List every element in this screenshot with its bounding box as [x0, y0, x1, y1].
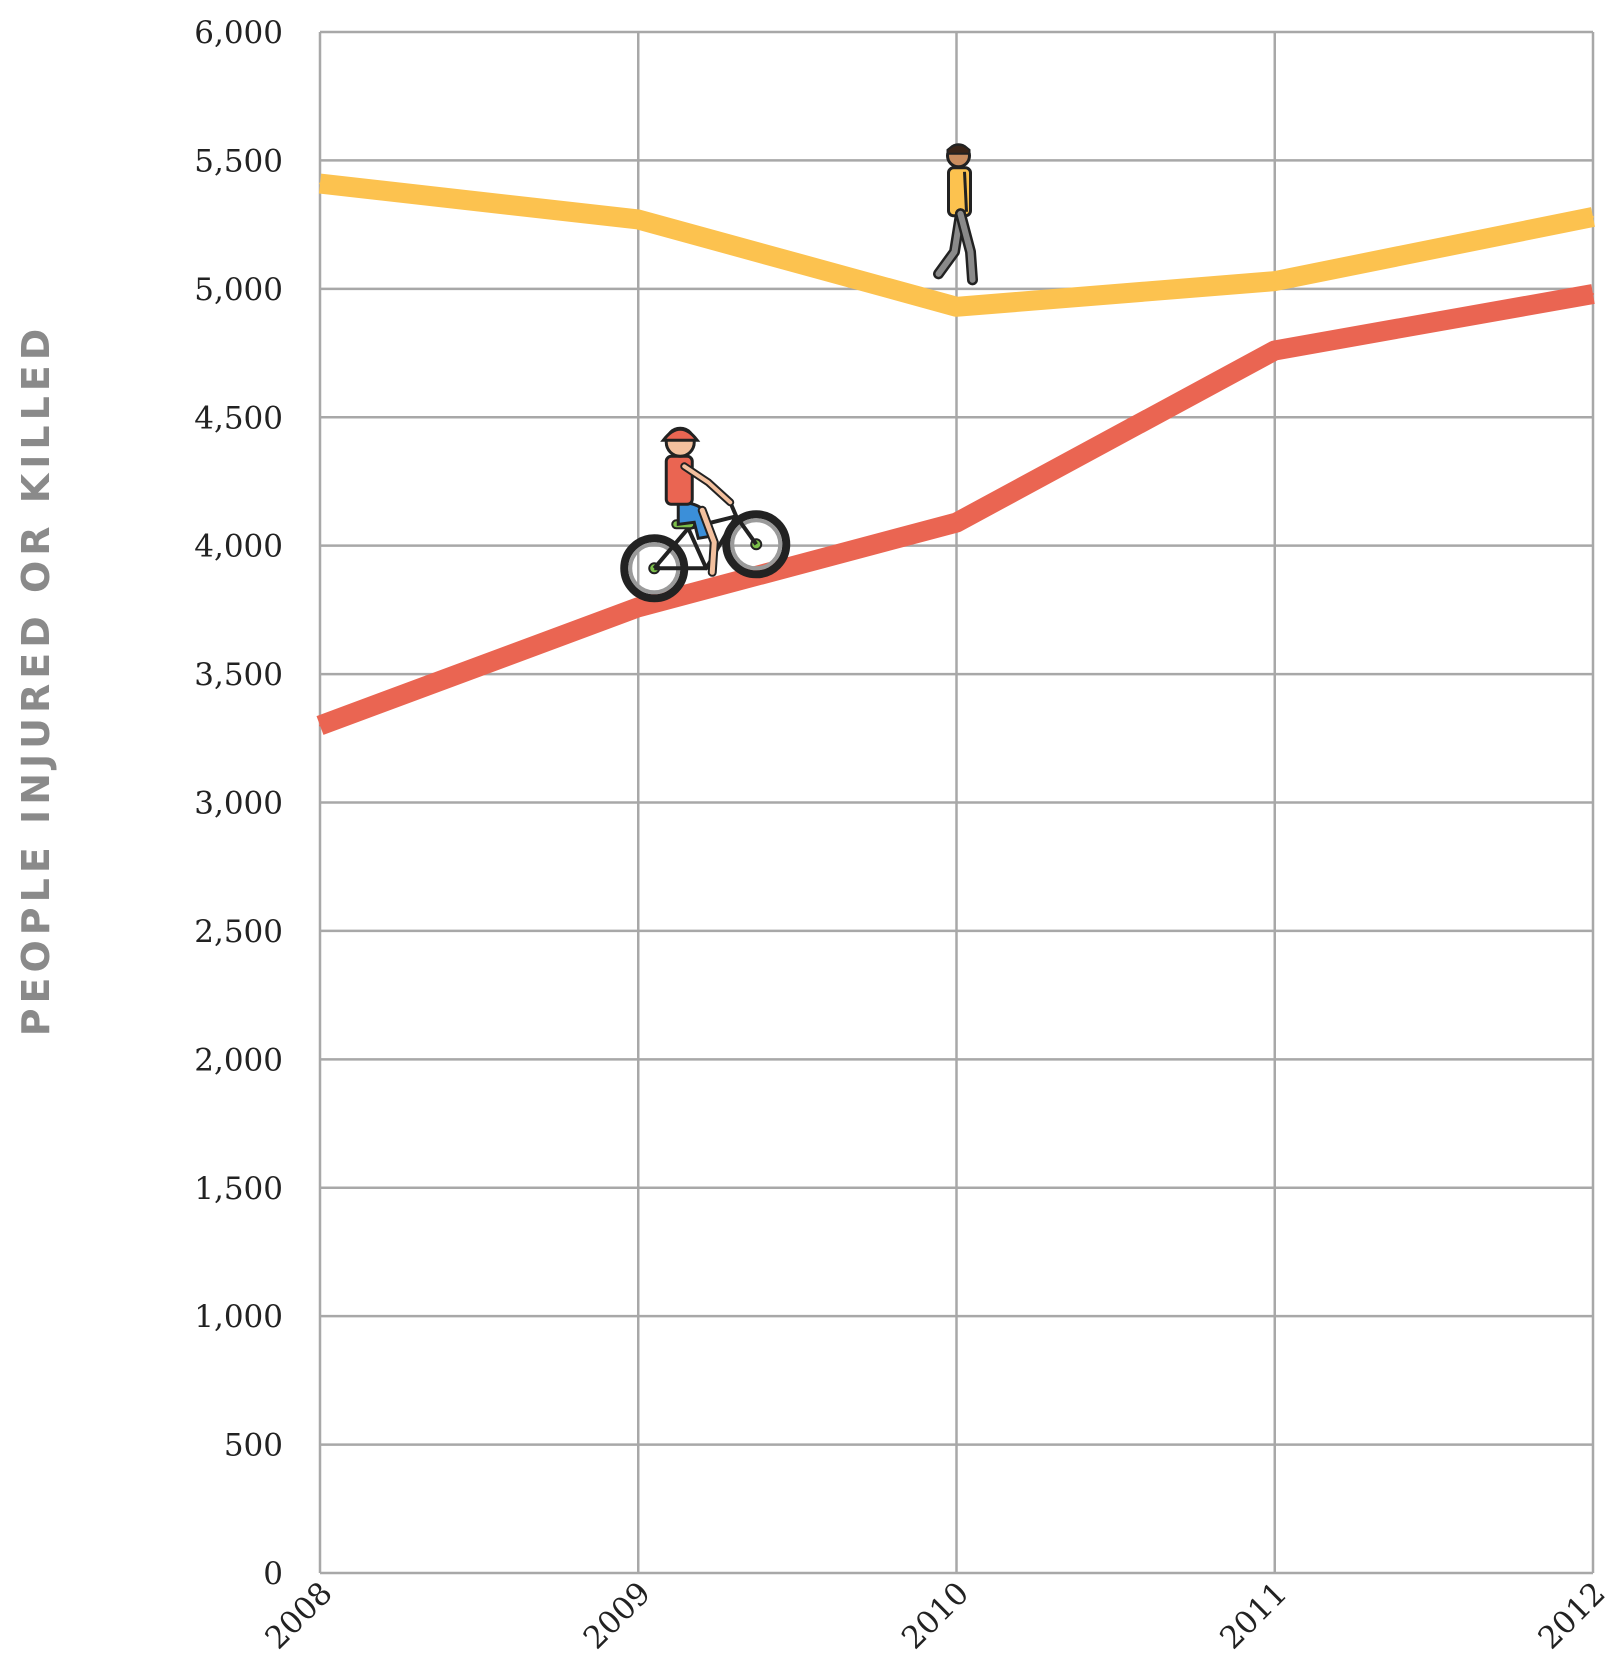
y-axis-title: PEOPLE INJURED OR KILLED: [14, 323, 58, 1037]
y-tick-label: 5,000: [194, 272, 283, 308]
data-point: [1592, 215, 1594, 218]
y-tick-label: 6,000: [194, 15, 283, 51]
y-tick-label: 4,000: [194, 529, 283, 565]
y-tick-label: 3,500: [194, 657, 283, 693]
pedestrian-icon: [933, 143, 978, 286]
y-tick-label: 4,500: [194, 400, 283, 436]
data-point: [319, 724, 321, 727]
x-tick-label: 2011: [1213, 1575, 1294, 1656]
y-tick-label: 1,000: [194, 1299, 283, 1335]
x-tick-label: 2009: [577, 1575, 658, 1656]
y-tick-label: 0: [263, 1556, 283, 1592]
data-point: [319, 182, 321, 185]
data-point: [637, 218, 640, 221]
y-tick-label: 3,000: [194, 786, 283, 822]
y-tick-label: 5,500: [194, 143, 283, 179]
data-point: [637, 606, 640, 609]
y-tick-label: 2,500: [194, 914, 283, 950]
y-tick-label: 1,500: [194, 1171, 283, 1207]
x-tick-label: 2012: [1531, 1575, 1612, 1656]
data-point: [955, 521, 958, 524]
x-tick-label: 2010: [895, 1575, 976, 1656]
data-point: [1273, 280, 1276, 283]
cyclist-icon: [620, 426, 791, 603]
data-point: [1273, 349, 1276, 352]
y-tick-label: 500: [224, 1428, 283, 1464]
data-point: [955, 305, 958, 308]
data-point: [1592, 292, 1594, 295]
y-tick-label: 2,000: [194, 1042, 283, 1078]
